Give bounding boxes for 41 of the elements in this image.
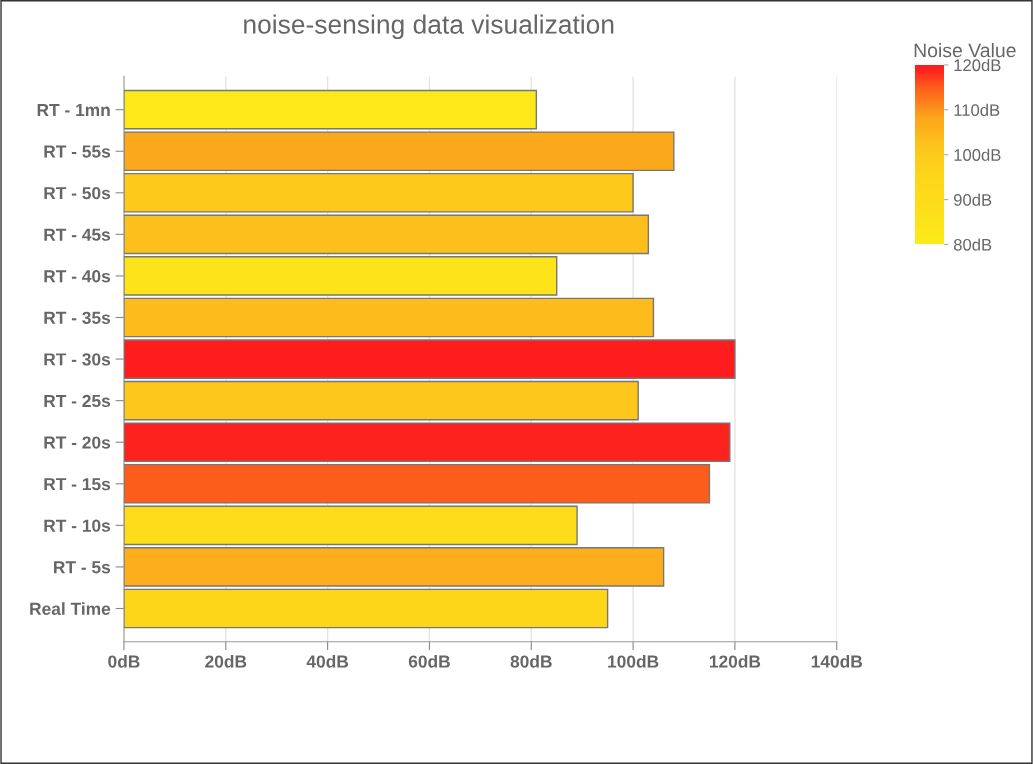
x-tick-label: 40dB	[306, 654, 349, 668]
bar	[123, 256, 558, 296]
bar	[123, 297, 655, 338]
y-tick-label: RT - 5s	[54, 561, 111, 574]
y-tick-label: RT - 30s	[44, 353, 111, 366]
y-tick-label: Real Time	[30, 602, 111, 615]
bar	[123, 380, 639, 421]
bar	[123, 422, 731, 463]
x-tick-label: 140dB	[811, 654, 862, 668]
y-tick-label: RT - 1mn	[37, 104, 110, 116]
x-tick-label: 120dB	[709, 654, 761, 668]
y-tick-label: RT - 15s	[44, 478, 111, 491]
y-tick-label: RT - 45s	[44, 228, 111, 241]
bar	[123, 505, 578, 546]
y-tick-label: RT - 10s	[44, 519, 111, 532]
y-tick-label: RT - 40s	[44, 270, 111, 283]
color-bar-label: 110dB	[954, 103, 1000, 117]
x-tick-label: 60dB	[408, 654, 450, 668]
color-bar-label: 80dB	[953, 238, 992, 251]
bar	[123, 89, 538, 130]
color-bar-label: 90dB	[953, 193, 992, 206]
y-tick-label: RT - 25s	[44, 394, 111, 408]
bar	[123, 463, 711, 504]
bar	[123, 131, 675, 172]
x-tick-label: 20dB	[205, 654, 247, 668]
bar	[123, 547, 665, 587]
bar	[123, 339, 736, 379]
y-tick-label: RT - 55s	[44, 145, 111, 158]
bar	[123, 214, 650, 255]
bar	[123, 588, 609, 629]
color-bar-title: Noise Value	[914, 42, 1016, 58]
x-tick-label: 80dB	[510, 654, 552, 668]
color-bar-label: 100dB	[954, 148, 1001, 161]
chart-title: noise-sensing data visualization	[244, 14, 614, 40]
y-tick-label: RT - 50s	[44, 186, 111, 200]
x-tick-label: 100dB	[608, 654, 659, 668]
color-bar-label: 120dB	[954, 58, 1001, 72]
bar	[123, 172, 634, 213]
y-tick-label: RT - 35s	[44, 311, 111, 324]
y-tick-label: RT - 20s	[44, 436, 111, 449]
x-tick-label: 0dB	[108, 654, 140, 668]
